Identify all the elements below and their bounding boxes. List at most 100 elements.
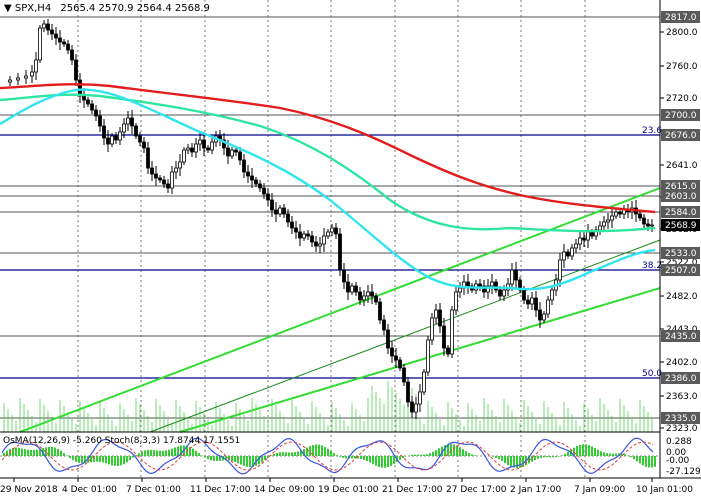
candle-body: [106, 137, 110, 145]
level-price-tag: [661, 412, 700, 424]
candle-body: [258, 183, 262, 189]
candle-body: [262, 187, 266, 195]
level-price-tag: [661, 372, 700, 384]
candle-body: [102, 125, 106, 139]
time-axis[interactable]: 29 Nov 2018 4 Dec 01:00 7 Dec 01:00 11 Dec …: [0, 478, 693, 495]
price-tick-label: 2641.0: [666, 161, 698, 171]
candle-body: [278, 207, 282, 215]
time-tick-label: 29 Nov 2018: [0, 485, 58, 495]
candle-body: [426, 339, 430, 373]
candle-body: [166, 183, 170, 189]
candle-body: [134, 125, 138, 137]
header-arrow-icon: ▼: [4, 3, 12, 14]
candle-body: [446, 347, 450, 355]
candle-body: [222, 139, 226, 149]
price-tick-label: 2323.0: [666, 424, 698, 434]
candle-body: [66, 43, 70, 51]
candle-body: [434, 309, 438, 319]
candle-body: [390, 347, 394, 357]
candle-body: [70, 49, 74, 61]
candle-body: [34, 59, 38, 73]
candle-body: [370, 291, 374, 297]
candle-body: [606, 219, 610, 223]
candle-body: [310, 235, 314, 243]
candle-body: [234, 149, 238, 153]
candle-body: [198, 139, 202, 145]
candle-body: [246, 171, 250, 177]
price-tag-label: 2817.0: [665, 13, 697, 23]
candle-body: [46, 23, 50, 31]
candle-body: [566, 251, 570, 257]
candle-body: [238, 151, 242, 161]
candle-body: [302, 233, 306, 239]
fibo-23-6-label: 23.6: [642, 126, 662, 136]
candle-body: [282, 207, 286, 215]
candle-body: [154, 173, 158, 179]
candle-body: [414, 403, 418, 413]
candle-body: [210, 141, 214, 151]
candle-body: [174, 167, 178, 173]
fibo-38-2-label: 38.2: [642, 261, 662, 271]
level-price-tag: [661, 206, 700, 218]
time-tick-label: 19 Dec 01:00: [318, 485, 379, 495]
time-tick-label: 11 Dec 17:00: [190, 485, 251, 495]
candle-body: [498, 289, 502, 297]
candle-body: [338, 233, 342, 271]
price-tick-label: 2720.0: [666, 94, 698, 104]
candle-body: [290, 221, 294, 229]
candle-body: [586, 231, 590, 241]
osc-tick-label: 0.00: [666, 448, 686, 458]
candle-body: [350, 285, 354, 293]
candle-body: [158, 177, 162, 181]
candle-body: [82, 95, 86, 101]
candle-body: [558, 259, 562, 281]
candle-body: [522, 289, 526, 301]
candle-body: [110, 135, 114, 145]
candle-body: [562, 251, 566, 261]
candle-body: [578, 237, 582, 245]
candle-body: [314, 241, 318, 247]
candle-body: [546, 299, 550, 315]
candle-body: [206, 147, 210, 151]
candle-body: [438, 309, 442, 327]
candle-body: [422, 371, 426, 393]
candle-body: [358, 291, 362, 301]
oscillator-pane: OsMA(12,26,9) -5.260 Stoch(8,3,3) 17.874…: [0, 436, 660, 475]
candle-body: [346, 281, 350, 293]
ema-200-line: [0, 83, 656, 214]
level-price-tag: [661, 129, 700, 141]
price-tick-label: 2402.0: [666, 358, 698, 368]
price-tag-label: 2615.0: [665, 182, 697, 192]
candle-body: [406, 381, 410, 403]
candle-body: [538, 309, 542, 321]
candle-body: [386, 329, 390, 349]
volume-bars: [3, 381, 653, 432]
candle-body: [16, 77, 20, 81]
candle-body: [638, 213, 642, 219]
price-tag-label: 2603.0: [665, 192, 697, 202]
time-tick-label: 7 Dec 01:00: [126, 485, 181, 495]
candle-body: [354, 285, 358, 293]
candle-body: [270, 199, 274, 211]
candle-body: [378, 301, 382, 321]
candle-body: [58, 37, 62, 43]
time-tick-label: 14 Dec 09:00: [254, 485, 315, 495]
candle-body: [394, 355, 398, 361]
candle-body: [306, 233, 310, 237]
candle-body: [90, 103, 94, 111]
candle-body: [466, 281, 470, 287]
candle-body: [534, 297, 538, 311]
price-tick-label: 2800.0: [666, 28, 698, 38]
level-price-tag: [661, 190, 700, 202]
time-tick-label: 21 Dec 17:00: [382, 485, 443, 495]
candle-body: [622, 209, 626, 215]
candle-body: [186, 147, 190, 151]
candle-body: [86, 99, 90, 105]
chart-header: ▼ SPX,H4 2565.4 2570.9 2564.4 2568.9: [4, 3, 210, 14]
candle-body: [318, 243, 322, 247]
candle-body: [226, 147, 230, 157]
candle-body: [430, 317, 434, 341]
candle-body: [98, 115, 102, 127]
candle-body: [182, 149, 186, 163]
